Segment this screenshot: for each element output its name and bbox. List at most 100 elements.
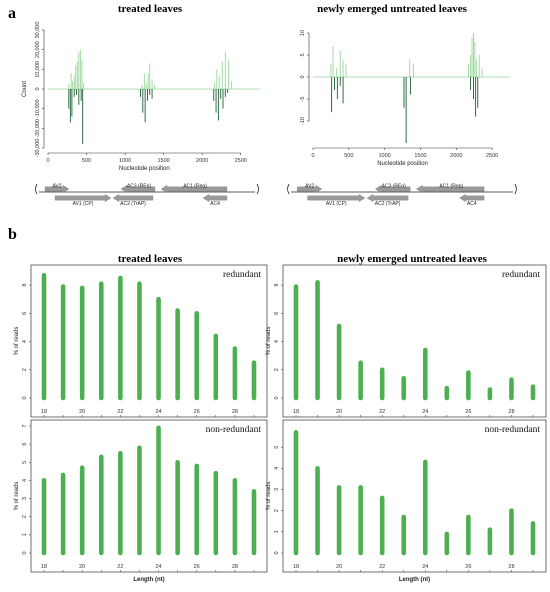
y-tick-label: 0 [274,396,280,399]
gene-arrow [307,194,366,202]
x-tick-label: 500 [344,153,353,159]
read-type-label: non-redundant [206,425,262,435]
x-tick-label: 20 [336,409,342,415]
x-tick-label: 0 [311,153,314,159]
x-axis-label: Length (nt) [399,577,430,583]
plot-frame [282,419,547,573]
gene-label: AC2 (TrAP) [120,201,146,207]
x-tick-label: 26 [465,409,471,415]
y-tick-label: 0 [300,75,306,78]
y-tick-label: -30,000 [35,139,41,158]
y-tick-label: -10 [300,117,306,125]
map-bracket-right [256,183,259,195]
x-tick-label: 0 [46,158,49,164]
b_bottom_right-chart: non-redundant 0 1 2 3 4 5 % of reads 18 20 22 24 26 2… [266,419,547,583]
chart-title: newly emerged untreated leaves [317,3,468,15]
chart-title: treated leaves [118,253,183,265]
y-tick-label: 4 [22,340,28,343]
x-axis-label: Length (nt) [133,577,164,583]
genome-map: AV2 AV1 (CP) AC3 (REn) AC2 (TrAP) AC1 (Rep) A… [35,183,259,207]
b_bottom_left-chart: non-redundant 0 1 2 3 4 5 6 7 % of reads 18 20 22 24 2… [14,419,268,583]
y-axis-label: % of reads [14,482,20,511]
a_right-chart: newly emerged untreated leaves-10-505100… [300,3,510,167]
x-tick-label: 18 [293,564,299,570]
gene-arrow [416,185,485,193]
x-tick-label: 26 [465,564,471,570]
y-tick-label: 1 [274,530,280,533]
x-tick-label: 18 [41,564,47,570]
gene-arrow [297,185,323,193]
y-tick-label: 4 [274,467,280,470]
y-tick-label: 5 [274,446,280,449]
gene-label: AC4 [210,201,220,207]
gene-arrow [160,185,228,193]
x-tick-label: 2500 [486,153,498,159]
y-tick-label: 20,000 [35,41,41,58]
y-tick-label: 2 [274,509,280,512]
gene-arrow [44,185,70,193]
x-tick-label: 20 [79,409,85,415]
read-type-label: redundant [223,270,261,280]
gene-arrow [112,194,154,202]
gene-label: AC2 (TrAP) [375,201,401,207]
x-tick-label: 24 [155,564,161,570]
gene-label: AC1 (Rep) [439,184,463,190]
map-bracket-left [287,183,290,195]
y-tick-label: 10 [300,30,306,36]
panel-label-b: b [8,226,17,243]
x-tick-label: 18 [41,409,47,415]
x-tick-label: 1000 [379,153,391,159]
y-tick-label: 8 [274,284,280,287]
y-tick-label: 6 [22,443,28,446]
gene-label: AC1 (Rep) [183,184,207,190]
gene-arrow [459,194,485,202]
y-tick-label: 8 [22,284,28,287]
map-bracket-left [35,183,38,195]
y-tick-label: 4 [274,340,280,343]
y-tick-label: -20,000 [35,119,41,138]
y-tick-label: 6 [22,312,28,315]
x-tick-label: 28 [508,409,514,415]
y-tick-label: -5 [300,97,306,102]
y-tick-label: 5 [22,461,28,464]
gene-label: AC3 (REn) [382,184,407,190]
x-tick-label: 2000 [450,153,462,159]
plot-frame [30,264,268,418]
x-tick-label: 26 [194,564,200,570]
y-axis-label: % of reads [14,327,20,356]
x-tick-label: 1500 [158,158,170,164]
x-axis-label: Nucleotide position [119,166,170,172]
chart-title: treated leaves [118,3,183,15]
genome-map: AV2 AV1 (CP) AC3 (REn) AC2 (TrAP) AC1 (Rep) A… [287,183,517,207]
y-tick-label: 7 [22,424,28,427]
y-tick-label: 10,000 [35,61,41,78]
gene-label: AV1 (CP) [326,201,347,207]
map-bracket-right [514,183,517,195]
x-axis-label: Nucleotide position [377,161,428,167]
x-tick-label: 28 [508,564,514,570]
x-tick-label: 20 [79,564,85,570]
y-tick-label: 3 [274,488,280,491]
chart-title: newly emerged untreated leaves [337,253,488,265]
plot-frame [30,419,268,573]
a_left-chart: treated leaves -30,000-20,000-10,000 0 10,0… [22,3,260,172]
gene-label: AV2 [305,184,314,190]
y-tick-label: 2 [22,515,28,518]
panel-label-a: a [8,5,16,22]
y-axis-label: % of reads [266,482,272,511]
read-type-label: non-redundant [485,425,541,435]
b_top_right-chart: newly emerged untreated leaves redundant 0… [266,253,547,418]
y-axis-label: Count [22,81,28,97]
x-tick-label: 24 [155,409,161,415]
gene-arrow [120,185,156,193]
y-tick-label: -10,000 [35,99,41,118]
gene-label: AC3 (REn) [127,184,152,190]
y-axis-label: % of reads [266,327,272,356]
gene-label: AV1 (CP) [73,201,94,207]
x-tick-label: 24 [422,409,428,415]
x-tick-label: 1500 [414,153,426,159]
y-tick-label: 2 [22,368,28,371]
y-tick-label: 2 [274,368,280,371]
